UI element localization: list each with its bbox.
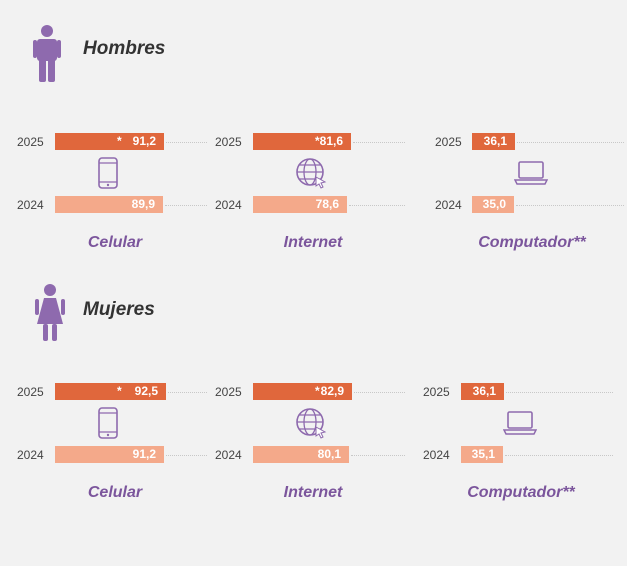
category-label-computador: Computador** [478, 234, 586, 251]
bar-track [517, 142, 624, 143]
significance-marker: * [315, 134, 320, 148]
bar-2024: 80,1 [253, 446, 349, 463]
year-label-2024: 2024 [215, 198, 242, 212]
bar-2025: 36,1 [461, 383, 504, 400]
metric-celular-mujeres: 2025 * 92,5 2024 91,2 Celular [17, 383, 217, 518]
data-label: 36,1 [472, 384, 496, 398]
bar-2024: 35,0 [472, 196, 514, 213]
category-label-internet: Internet [283, 484, 343, 501]
data-label: 80,1 [317, 447, 341, 461]
man-icon [33, 25, 61, 82]
bar-track [166, 455, 207, 456]
data-label: 92,5 [134, 384, 158, 398]
bar-2025: * 92,5 [55, 383, 166, 400]
data-label: 35,1 [471, 447, 495, 461]
bar-2024: 91,2 [55, 446, 164, 463]
bar-2025: * 91,2 [55, 133, 164, 150]
bar-track [505, 455, 613, 456]
data-label: 91,2 [132, 134, 156, 148]
laptop-icon [513, 160, 549, 191]
bar-track [351, 455, 405, 456]
bar-track [168, 392, 207, 393]
bar-track [353, 142, 405, 143]
bar-2024: 78,6 [253, 196, 347, 213]
year-label-2025: 2025 [17, 385, 44, 399]
mobile-phone-icon [97, 407, 119, 444]
year-label-2025: 2025 [17, 135, 44, 149]
category-label-celular: Celular [87, 234, 143, 251]
bar-2025: * 82,9 [253, 383, 352, 400]
year-label-2025: 2025 [215, 385, 242, 399]
year-label-2024: 2024 [17, 198, 44, 212]
globe-icon [295, 157, 327, 194]
metric-internet-hombres: 2025 * 81,6 2024 78,6 Internet [215, 133, 415, 268]
category-label-celular: Celular [87, 484, 143, 501]
year-label-2024: 2024 [17, 448, 44, 462]
bar-track [516, 205, 624, 206]
data-label: 89,9 [131, 197, 155, 211]
metric-internet-mujeres: 2025 * 82,9 2024 80,1 Internet [215, 383, 415, 518]
woman-icon [35, 284, 65, 341]
category-label-computador: Computador** [467, 484, 575, 501]
year-label-2024: 2024 [215, 448, 242, 462]
group-title-mujeres: Mujeres [83, 299, 155, 320]
data-label: 81,6 [319, 134, 343, 148]
metric-celular-hombres: 2025 * 91,2 2024 89,9 Celular [17, 133, 217, 268]
bar-track [166, 142, 207, 143]
metric-computador-mujeres: 2025 36,1 2024 35,1 Computador** [423, 383, 623, 518]
laptop-icon [502, 410, 538, 441]
mobile-phone-icon [97, 157, 119, 194]
bar-2025: * 81,6 [253, 133, 351, 150]
data-label: 91,2 [132, 447, 156, 461]
bar-2024: 35,1 [461, 446, 503, 463]
year-label-2025: 2025 [423, 385, 450, 399]
bar-track [354, 392, 405, 393]
data-label: 35,0 [482, 197, 506, 211]
data-label: 82,9 [320, 384, 344, 398]
bar-track [349, 205, 405, 206]
data-label: 78,6 [315, 197, 339, 211]
bar-2024: 89,9 [55, 196, 163, 213]
year-label-2024: 2024 [423, 448, 450, 462]
data-label: 36,1 [483, 134, 507, 148]
metric-computador-hombres: 2025 36,1 2024 35,0 Computador** [435, 133, 627, 268]
year-label-2025: 2025 [215, 135, 242, 149]
bar-track [506, 392, 613, 393]
significance-marker: * [315, 384, 320, 398]
significance-marker: * [117, 134, 122, 148]
significance-marker: * [117, 384, 122, 398]
group-title-hombres: Hombres [83, 38, 166, 59]
globe-icon [295, 407, 327, 444]
year-label-2025: 2025 [435, 135, 462, 149]
bar-track [165, 205, 207, 206]
year-label-2024: 2024 [435, 198, 462, 212]
category-label-internet: Internet [283, 234, 343, 251]
bar-2025: 36,1 [472, 133, 515, 150]
